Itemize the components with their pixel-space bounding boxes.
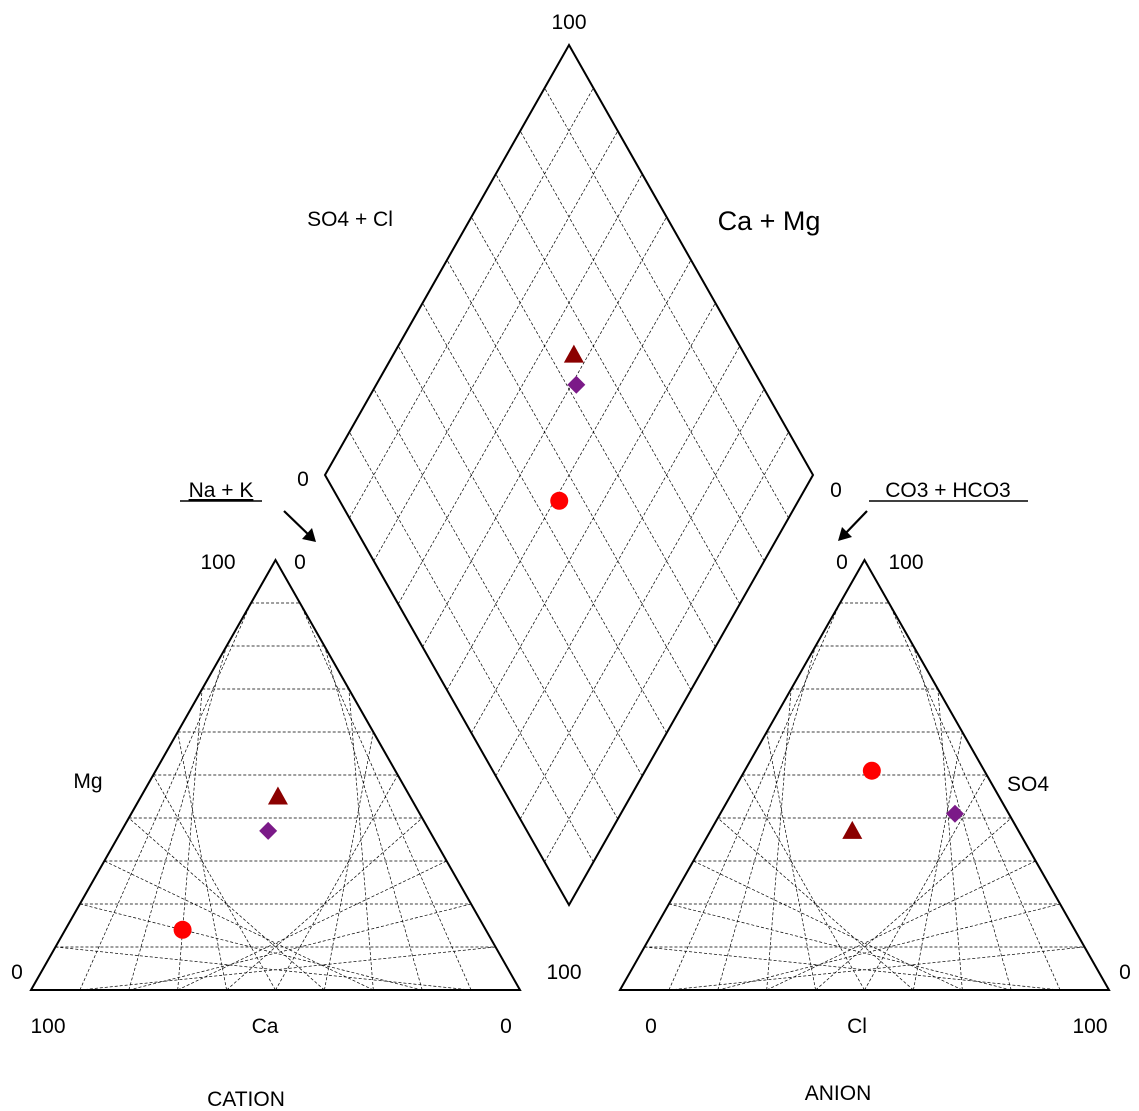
anion-grid-line [864, 774, 988, 991]
anion-grid-line [766, 688, 792, 991]
diamond-grid-line [397, 173, 643, 605]
cation-point-triangle [267, 786, 288, 805]
anion-grid-line [717, 903, 1061, 991]
cation-apex-label: Na + K [189, 479, 254, 502]
diamond-grid-line [495, 173, 741, 605]
cation-bottom-left-tick: 100 [30, 1015, 65, 1038]
anion-title: ANION [805, 1082, 872, 1105]
cation-grid-line [275, 774, 399, 991]
cation-grid-line [128, 817, 325, 991]
cation-left-base-tick: 0 [11, 961, 23, 984]
anion-grid-line [741, 774, 865, 991]
diamond-grid-line [471, 216, 716, 648]
cation-grid-line [128, 903, 472, 991]
anion-grid-line [644, 946, 1061, 991]
diamond-right-axis-label: Ca + Mg [718, 206, 821, 236]
cation-grid-line [348, 688, 374, 991]
diamond-point-triangle [563, 344, 584, 363]
diamond-grid-line [349, 87, 594, 519]
anion-grid-line [693, 860, 963, 991]
cation-left-axis-label: Mg [73, 770, 102, 793]
anion-grid-line [668, 946, 1085, 991]
cation-grid-line [79, 946, 496, 991]
anion-apex-tick-right: 100 [888, 551, 923, 574]
diamond-point-diamond [567, 375, 586, 394]
cation-right-base-tick: 100 [546, 961, 581, 984]
anion-grid-line [913, 731, 963, 991]
diamond-left-tick: 0 [297, 468, 309, 491]
cation-grid-line [79, 903, 423, 991]
anion-apex-label: CO3 + HCO3 [885, 479, 1010, 502]
anion-triangle-frame [618, 557, 1111, 991]
anion-bottom-right-tick: 100 [1072, 1015, 1107, 1038]
diamond-grid-line [373, 130, 619, 562]
diamond-grid-line [495, 345, 741, 777]
anion-point-diamond [945, 804, 964, 823]
diamond-left-axis-label: SO4 + Cl [307, 208, 393, 231]
cation-grid-line [152, 774, 276, 991]
cation-grid-line [226, 817, 423, 991]
cation-grid-line [104, 860, 374, 991]
anion-point-circle [862, 761, 881, 780]
cation-grid-line [177, 731, 227, 991]
anion-grid-line [888, 602, 1061, 991]
anion-right-base-tick: 0 [1119, 961, 1131, 984]
anion-point-triangle [842, 820, 863, 839]
cation-grid-line [177, 860, 447, 991]
diamond-grid-line [544, 87, 789, 519]
cation-apex-tick-left: 100 [200, 551, 235, 574]
cation-bottom-axis-label: Ca [252, 1015, 279, 1038]
diamond-grid-line [519, 388, 765, 820]
grid-lines [55, 87, 1085, 991]
diamond-right-tick: 0 [830, 479, 842, 502]
anion-arrow-head [838, 527, 852, 541]
cation-grid-line [299, 602, 472, 991]
anion-grid-line [668, 903, 1012, 991]
cation-grid-line [177, 688, 203, 991]
cation-apex-tick-right: 0 [294, 551, 306, 574]
anion-right-axis-label: SO4 [1007, 773, 1049, 796]
cation-bottom-right-tick: 0 [500, 1015, 512, 1038]
anion-apex-tick-left: 0 [836, 551, 848, 574]
anion-grid-line [766, 731, 816, 991]
cation-triangle-frame [29, 557, 522, 991]
anion-bottom-left-tick: 0 [645, 1015, 657, 1038]
diamond-point-circle [550, 491, 569, 510]
anion-grid-line [815, 817, 1012, 991]
diamond-grid-line [446, 259, 692, 691]
cation-point-diamond [259, 821, 278, 840]
diamond-grid-line [519, 130, 765, 562]
anion-grid-line [717, 817, 914, 991]
cation-grid-line [324, 731, 374, 991]
anion-grid-line [766, 860, 1036, 991]
diamond-frame [323, 42, 815, 908]
cation-point-circle [173, 920, 192, 939]
anion-arrow [842, 510, 868, 537]
cation-arrow-head [302, 528, 316, 542]
diamond-grid-line [397, 345, 643, 777]
cation-grid-line [55, 946, 472, 991]
anion-bottom-axis-label: Cl [847, 1015, 867, 1038]
diamond-top-tick: 100 [551, 11, 586, 34]
cation-title: CATION [207, 1088, 285, 1111]
diamond-grid-line [349, 431, 594, 863]
diamond-grid-line [544, 431, 789, 863]
diamond-grid-line [373, 388, 619, 820]
sample-points [173, 344, 964, 939]
anion-grid-line [937, 688, 963, 991]
diamond-grid-line [422, 216, 667, 648]
